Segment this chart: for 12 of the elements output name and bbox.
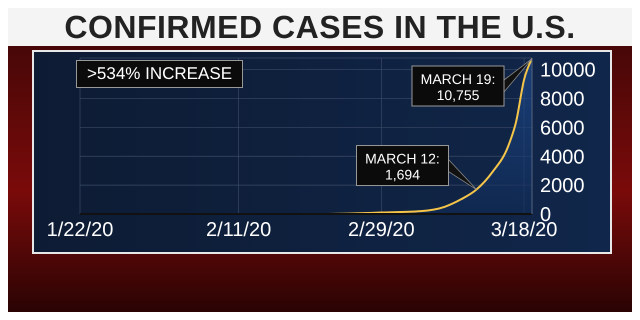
x-tick-label: 1/22/20: [46, 219, 114, 242]
y-tick-label: 4000: [540, 146, 584, 168]
y-tick-label: 8000: [540, 88, 584, 111]
x-tick-label: 2/11/20: [206, 219, 272, 242]
chart-title: CONFIRMED CASES IN THE U.S.: [8, 8, 632, 46]
y-tick-label: 6000: [540, 117, 584, 140]
annotation: >534% INCREASE: [76, 60, 244, 88]
annotation: MARCH 19: 10,755: [420, 71, 496, 103]
y-tick-label: 2000: [540, 175, 584, 198]
y-tick-label: 10000: [540, 60, 596, 82]
x-tick-label: 2/29/20: [348, 219, 415, 242]
annotation: MARCH 12: 1,694: [365, 150, 440, 183]
